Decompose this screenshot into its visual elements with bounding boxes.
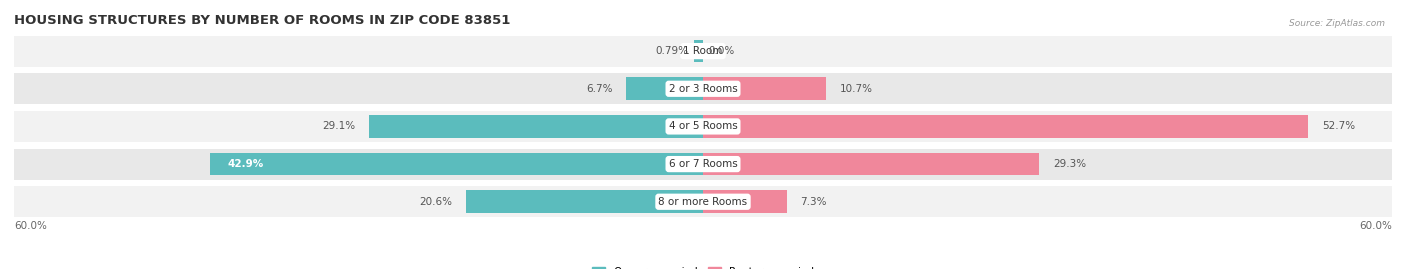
Text: 6.7%: 6.7% bbox=[586, 84, 612, 94]
Bar bbox=[703, 153, 1039, 175]
Text: 2 or 3 Rooms: 2 or 3 Rooms bbox=[669, 84, 737, 94]
Bar bbox=[703, 77, 825, 100]
Bar bbox=[14, 149, 1392, 179]
Text: 7.3%: 7.3% bbox=[800, 197, 827, 207]
Bar bbox=[626, 77, 703, 100]
Bar bbox=[368, 115, 703, 138]
Bar bbox=[703, 115, 1308, 138]
Bar bbox=[14, 186, 1392, 217]
Text: 0.79%: 0.79% bbox=[655, 46, 688, 56]
Text: 4 or 5 Rooms: 4 or 5 Rooms bbox=[669, 121, 737, 132]
Text: Source: ZipAtlas.com: Source: ZipAtlas.com bbox=[1289, 19, 1385, 28]
Text: 52.7%: 52.7% bbox=[1322, 121, 1355, 132]
Bar bbox=[695, 40, 703, 62]
Text: 60.0%: 60.0% bbox=[14, 221, 46, 231]
Text: 42.9%: 42.9% bbox=[228, 159, 264, 169]
Bar bbox=[467, 190, 703, 213]
Bar bbox=[211, 153, 703, 175]
Legend: Owner-occupied, Renter-occupied: Owner-occupied, Renter-occupied bbox=[588, 263, 818, 269]
Text: 6 or 7 Rooms: 6 or 7 Rooms bbox=[669, 159, 737, 169]
Text: 29.3%: 29.3% bbox=[1053, 159, 1087, 169]
Text: 8 or more Rooms: 8 or more Rooms bbox=[658, 197, 748, 207]
Bar bbox=[703, 190, 787, 213]
Text: 1 Room: 1 Room bbox=[683, 46, 723, 56]
Text: 20.6%: 20.6% bbox=[419, 197, 453, 207]
Bar bbox=[14, 73, 1392, 104]
Text: 10.7%: 10.7% bbox=[839, 84, 873, 94]
Text: 29.1%: 29.1% bbox=[322, 121, 356, 132]
Text: 0.0%: 0.0% bbox=[709, 46, 735, 56]
Text: HOUSING STRUCTURES BY NUMBER OF ROOMS IN ZIP CODE 83851: HOUSING STRUCTURES BY NUMBER OF ROOMS IN… bbox=[14, 14, 510, 27]
Bar bbox=[14, 111, 1392, 142]
Text: 60.0%: 60.0% bbox=[1360, 221, 1392, 231]
Bar bbox=[14, 36, 1392, 66]
